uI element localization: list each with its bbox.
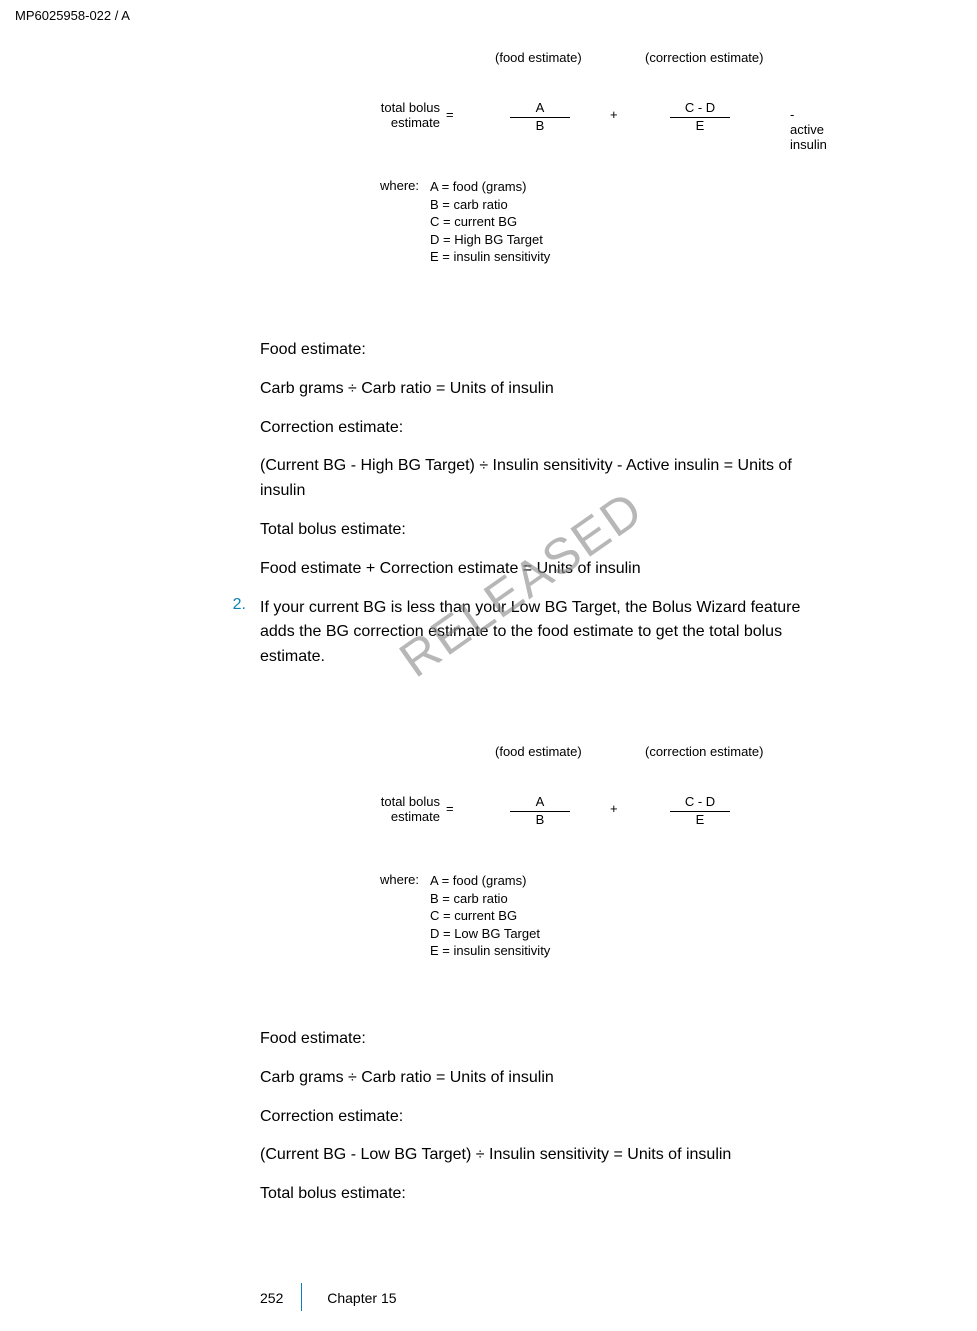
total-bolus-line2: estimate [391, 115, 440, 130]
def-d: D = High BG Target [430, 232, 543, 247]
food-estimate-heading-2: Food estimate: [260, 1027, 820, 1052]
main-content: (food estimate) (correction estimate) to… [260, 50, 820, 1221]
fraction-cde: C - D E [670, 100, 730, 133]
correction-estimate-formula: (Current BG - High BG Target) ÷ Insulin … [260, 454, 820, 504]
def-a: A = food (grams) [430, 179, 526, 194]
food-estimate-label-2: (food estimate) [495, 744, 582, 759]
fraction-numerator-a-2: A [510, 794, 570, 812]
total-bolus-line1-2: total bolus [381, 794, 440, 809]
footer-divider [301, 1283, 302, 1311]
correction-estimate-formula-2: (Current BG - Low BG Target) ÷ Insulin s… [260, 1143, 820, 1168]
food-estimate-formula-2: Carb grams ÷ Carb ratio = Units of insul… [260, 1066, 820, 1091]
active-insulin-term: - active insulin [790, 107, 827, 152]
correction-estimate-label-2: (correction estimate) [645, 744, 763, 759]
correction-estimate-label: (correction estimate) [645, 50, 763, 65]
where-definitions: A = food (grams) B = carb ratio C = curr… [430, 178, 550, 266]
def-d-2: D = Low BG Target [430, 926, 540, 941]
fraction-denominator-e-2: E [670, 812, 730, 827]
food-estimate-label: (food estimate) [495, 50, 582, 65]
def-a-2: A = food (grams) [430, 873, 526, 888]
def-e-2: E = insulin sensitivity [430, 943, 550, 958]
list-text: If your current BG is less than your Low… [260, 596, 820, 670]
food-estimate-formula: Carb grams ÷ Carb ratio = Units of insul… [260, 377, 820, 402]
where-label-2: where: [380, 872, 419, 887]
where-label: where: [380, 178, 419, 193]
chapter-label: Chapter 15 [327, 1290, 396, 1306]
fraction-cde-2: C - D E [670, 794, 730, 827]
fraction-denominator-b: B [510, 118, 570, 133]
total-bolus-formula: Food estimate + Correction estimate = Un… [260, 557, 820, 582]
def-b: B = carb ratio [430, 197, 508, 212]
where-definitions-2: A = food (grams) B = carb ratio C = curr… [430, 872, 550, 960]
list-number: 2. [226, 596, 246, 670]
def-c: C = current BG [430, 214, 517, 229]
fraction-ab: A B [510, 100, 570, 133]
fraction-numerator-a: A [510, 100, 570, 118]
page-number: 252 [260, 1290, 283, 1306]
food-estimate-heading: Food estimate: [260, 338, 820, 363]
fraction-numerator-cd-2: C - D [670, 794, 730, 812]
total-bolus-label: total bolus estimate [360, 100, 440, 130]
plus-sign: + [610, 107, 618, 122]
equals-sign-2: = [446, 801, 454, 816]
total-bolus-heading-2: Total bolus estimate: [260, 1182, 820, 1207]
total-bolus-line2-2: estimate [391, 809, 440, 824]
fraction-denominator-b-2: B [510, 812, 570, 827]
formula-block-2: (food estimate) (correction estimate) to… [310, 744, 820, 1027]
equals-sign: = [446, 107, 454, 122]
total-bolus-line1: total bolus [381, 100, 440, 115]
def-c-2: C = current BG [430, 908, 517, 923]
list-item-2: 2. If your current BG is less than your … [260, 596, 820, 670]
document-id-header: MP6025958-022 / A [15, 8, 130, 23]
page-footer: 252 Chapter 15 [260, 1290, 397, 1306]
def-e: E = insulin sensitivity [430, 249, 550, 264]
total-bolus-heading: Total bolus estimate: [260, 518, 820, 543]
def-b-2: B = carb ratio [430, 891, 508, 906]
fraction-ab-2: A B [510, 794, 570, 827]
fraction-numerator-cd: C - D [670, 100, 730, 118]
correction-estimate-heading: Correction estimate: [260, 416, 820, 441]
fraction-denominator-e: E [670, 118, 730, 133]
total-bolus-label-2: total bolus estimate [360, 794, 440, 824]
correction-estimate-heading-2: Correction estimate: [260, 1105, 820, 1130]
formula-block-1: (food estimate) (correction estimate) to… [310, 50, 820, 338]
plus-sign-2: + [610, 801, 618, 816]
